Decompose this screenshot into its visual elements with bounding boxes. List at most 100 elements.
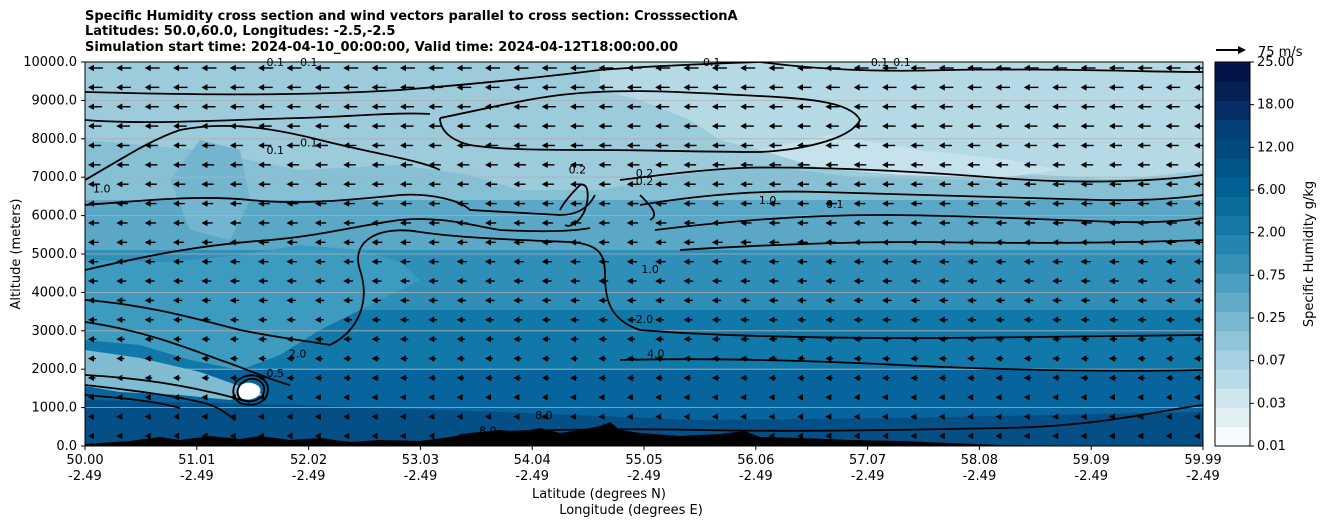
colorbar-tick-label: 18.00 — [1257, 98, 1294, 113]
field-band-mid — [85, 200, 1203, 250]
wind-arrow-head — [1023, 413, 1030, 420]
wind-arrow-head — [655, 64, 662, 72]
wind-arrow — [882, 335, 891, 343]
wind-arrow — [796, 394, 803, 401]
wind-arrow — [1023, 142, 1037, 149]
wind-arrow — [598, 258, 609, 265]
wind-arrow — [626, 84, 642, 91]
wind-arrow-head — [314, 355, 321, 362]
wind-arrow — [570, 103, 585, 110]
field-moist-tongue-left — [85, 245, 420, 370]
x-axis-label-longitude: Longitude (degrees E) — [559, 503, 703, 518]
wind-arrow — [116, 84, 131, 91]
wind-arrow — [882, 161, 895, 169]
wind-arrow-head — [796, 297, 803, 304]
wind-arrow-head — [1080, 84, 1087, 91]
wind-arrow — [711, 142, 726, 149]
wind-arrow — [88, 277, 98, 285]
wind-arrow — [456, 355, 465, 362]
wind-arrow-head — [485, 142, 492, 149]
wind-arrow — [258, 161, 271, 169]
wind-arrow — [1137, 316, 1147, 323]
wind-arrow — [825, 200, 838, 207]
wind-arrow — [541, 316, 551, 323]
wind-arrow — [286, 355, 295, 362]
wind-arrow — [995, 181, 1008, 188]
wind-arrow-head — [1052, 239, 1059, 246]
wind-arrow — [740, 200, 752, 207]
wind-arrow — [229, 374, 238, 382]
wind-arrow — [1194, 355, 1202, 362]
wind-arrow-head — [144, 297, 151, 304]
wind-arrow-head — [88, 258, 94, 265]
wind-arrow-head — [1023, 200, 1030, 207]
wind-arrow — [882, 239, 893, 246]
wind-arrow-head — [796, 258, 803, 265]
wind-arrow-head — [853, 219, 860, 227]
wind-arrow-head — [371, 219, 378, 227]
wind-arrow-head — [1080, 103, 1087, 110]
wind-arrow — [428, 258, 439, 265]
wind-arrow — [938, 122, 953, 130]
wind-arrow-head — [116, 355, 123, 362]
wind-arrow — [1137, 335, 1146, 343]
wind-arrow-head — [485, 219, 492, 227]
wind-arrow-head — [853, 64, 860, 72]
wind-arrow-head — [371, 316, 378, 323]
wind-arrow-head — [173, 432, 180, 440]
wind-arrow-head — [513, 413, 520, 420]
wind-arrow — [1108, 258, 1120, 265]
wind-arrow-head — [116, 181, 123, 188]
wind-arrow-head — [825, 64, 832, 72]
wind-arrow — [314, 122, 329, 130]
wind-arrow-head — [995, 374, 1002, 382]
wind-arrow — [995, 239, 1007, 246]
wind-arrow-head — [428, 84, 435, 91]
wind-arrow-head — [711, 413, 718, 420]
wind-arrow — [768, 142, 782, 149]
wind-arrow — [655, 316, 665, 323]
contour-line — [639, 190, 1203, 206]
chart-title-line-2: Latitudes: 50.0,60.0, Longitudes: -2.5,-… — [85, 24, 396, 39]
wind-arrow-head — [1137, 432, 1144, 440]
wind-arrow — [768, 84, 784, 91]
wind-arrow — [371, 122, 386, 130]
wind-arrow — [853, 316, 863, 323]
wind-arrow-head — [428, 374, 435, 382]
wind-arrow-head — [1052, 142, 1059, 149]
wind-arrow — [995, 258, 1006, 265]
wind-arrow-head — [116, 297, 123, 304]
wind-arrow-head — [286, 103, 293, 110]
wind-arrow-head — [1194, 374, 1200, 382]
wind-arrow-head — [88, 355, 94, 362]
wind-arrow — [456, 394, 463, 401]
wind-arrow — [598, 142, 612, 149]
wind-arrow-head — [1108, 219, 1115, 227]
wind-arrow — [825, 103, 840, 110]
wind-arrow-head — [853, 103, 860, 110]
wind-arrow-head — [1108, 161, 1115, 169]
wind-arrow — [399, 161, 413, 169]
wind-arrow-head — [286, 374, 293, 382]
wind-arrow — [570, 316, 579, 323]
wind-arrow-head — [201, 355, 208, 362]
wind-arrow-head — [655, 219, 662, 227]
wind-arrow — [343, 142, 357, 149]
wind-arrow-head — [655, 316, 662, 323]
wind-arrow-head — [1023, 142, 1030, 149]
wind-arrow — [201, 277, 212, 285]
wind-arrow — [796, 181, 810, 188]
wind-arrow — [711, 84, 727, 91]
wind-arrow-head — [399, 103, 406, 110]
contour-label: 1.0 — [93, 183, 111, 196]
contour-line — [654, 214, 1203, 231]
wind-arrow-head — [626, 297, 633, 304]
wind-arrow — [1165, 374, 1174, 382]
wind-arrow-head — [485, 355, 492, 362]
wind-arrow-head — [853, 277, 860, 285]
wind-arrow-head — [428, 413, 435, 420]
wind-arrow-head — [570, 161, 577, 169]
wind-arrow-head — [428, 335, 435, 343]
wind-arrow — [513, 413, 520, 420]
wind-arrow — [938, 374, 947, 382]
